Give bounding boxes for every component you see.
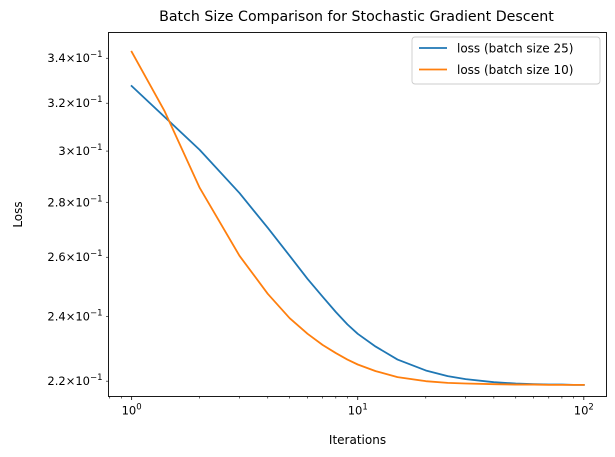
series-line-1 [130,50,585,386]
y-tick-label: 2.4×10−1 [47,309,102,324]
legend-label-batch-25: loss (batch size 25) [457,42,573,56]
x-tick-label: 102 [574,403,594,418]
x-axis-label: Iterations [329,433,386,447]
y-tick-label: 2.6×10−1 [47,249,102,264]
legend-label-batch-10: loss (batch size 10) [457,63,573,77]
chart-title: Batch Size Comparison for Stochastic Gra… [159,9,554,25]
legend: loss (batch size 25) loss (batch size 10… [411,36,601,85]
y-tick-label: 2.8×10−1 [47,194,102,209]
legend-box [411,36,601,85]
y-tick-label: 3.4×10−1 [47,50,102,65]
y-tick-label: 2.2×10−1 [47,373,102,388]
y-tick-label: 3×10−1 [58,143,102,158]
x-tick-label: 100 [122,403,142,418]
x-tick-label: 101 [348,403,368,418]
x-axis-ticks: 100 101 102 [109,396,594,418]
y-axis-ticks: 2.2×10−1 2.4×10−1 2.6×10−1 2.8×10−1 3×10−1 3.… [47,50,109,388]
series-layer [130,50,585,386]
y-axis-label: Loss [11,201,25,227]
y-tick-label: 3.2×10−1 [47,95,102,110]
